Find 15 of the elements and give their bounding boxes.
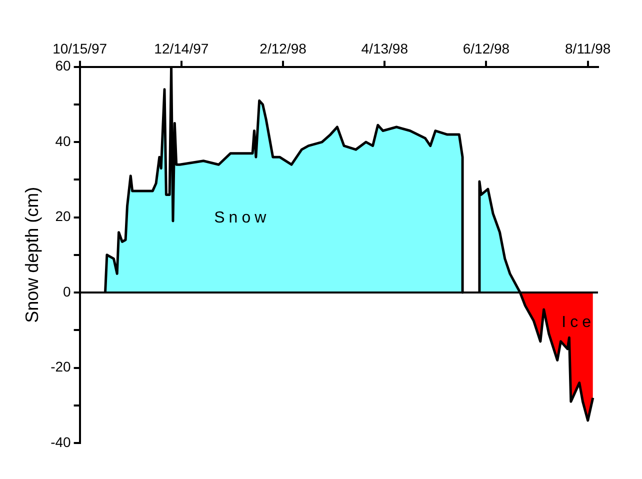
x-tick-label: 10/15/97 (52, 40, 108, 56)
x-tick-label: 2/12/98 (260, 40, 307, 56)
y-tick-label: 60 (55, 58, 72, 74)
x-tick-label: 4/13/98 (361, 40, 408, 56)
series-label: Snow (214, 209, 270, 226)
x-tick-label: 8/11/98 (565, 40, 611, 56)
x-tick-label: 6/12/98 (462, 40, 510, 56)
y-tick-label: 0 (63, 283, 72, 300)
x-tick-label: 12/14/97 (154, 40, 209, 56)
y-axis-title: Snow depth (cm) (22, 186, 42, 323)
y-tick-label: 40 (55, 132, 72, 149)
y-tick-label: -40 (50, 434, 72, 450)
series-label: Ice (562, 314, 596, 332)
y-tick-label: -20 (50, 358, 72, 375)
y-tick-label: 20 (55, 208, 72, 224)
